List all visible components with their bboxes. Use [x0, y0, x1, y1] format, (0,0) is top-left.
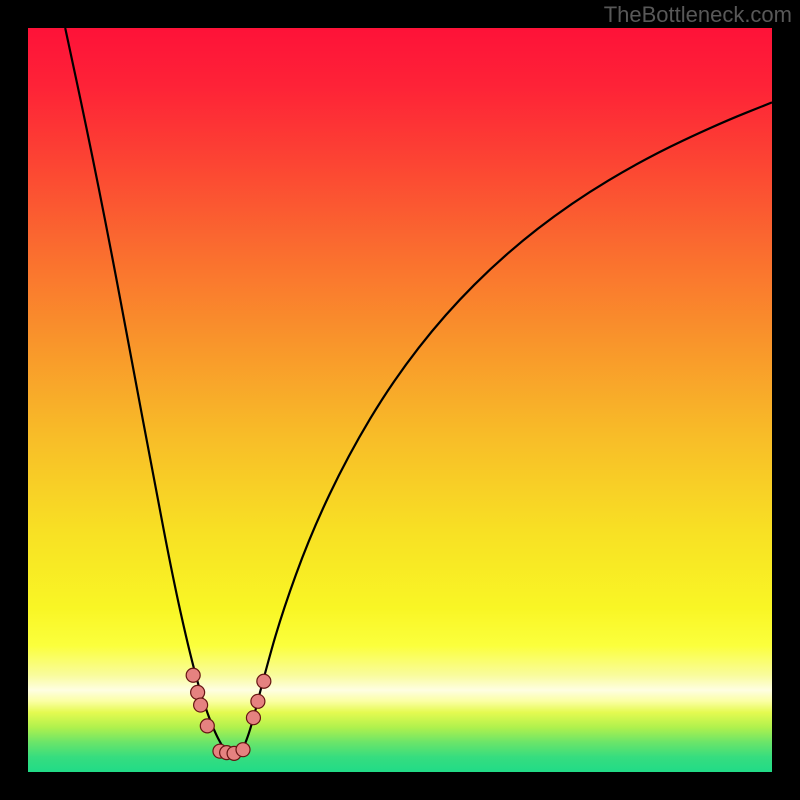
- watermark-text: TheBottleneck.com: [604, 2, 792, 28]
- chart-svg: [0, 0, 800, 800]
- data-marker: [251, 694, 265, 708]
- data-marker: [194, 698, 208, 712]
- data-marker: [186, 668, 200, 682]
- data-marker: [191, 685, 205, 699]
- data-marker: [257, 674, 271, 688]
- data-marker: [200, 719, 214, 733]
- data-marker: [236, 743, 250, 757]
- bottleneck-curve-chart: [0, 0, 800, 800]
- data-marker: [246, 711, 260, 725]
